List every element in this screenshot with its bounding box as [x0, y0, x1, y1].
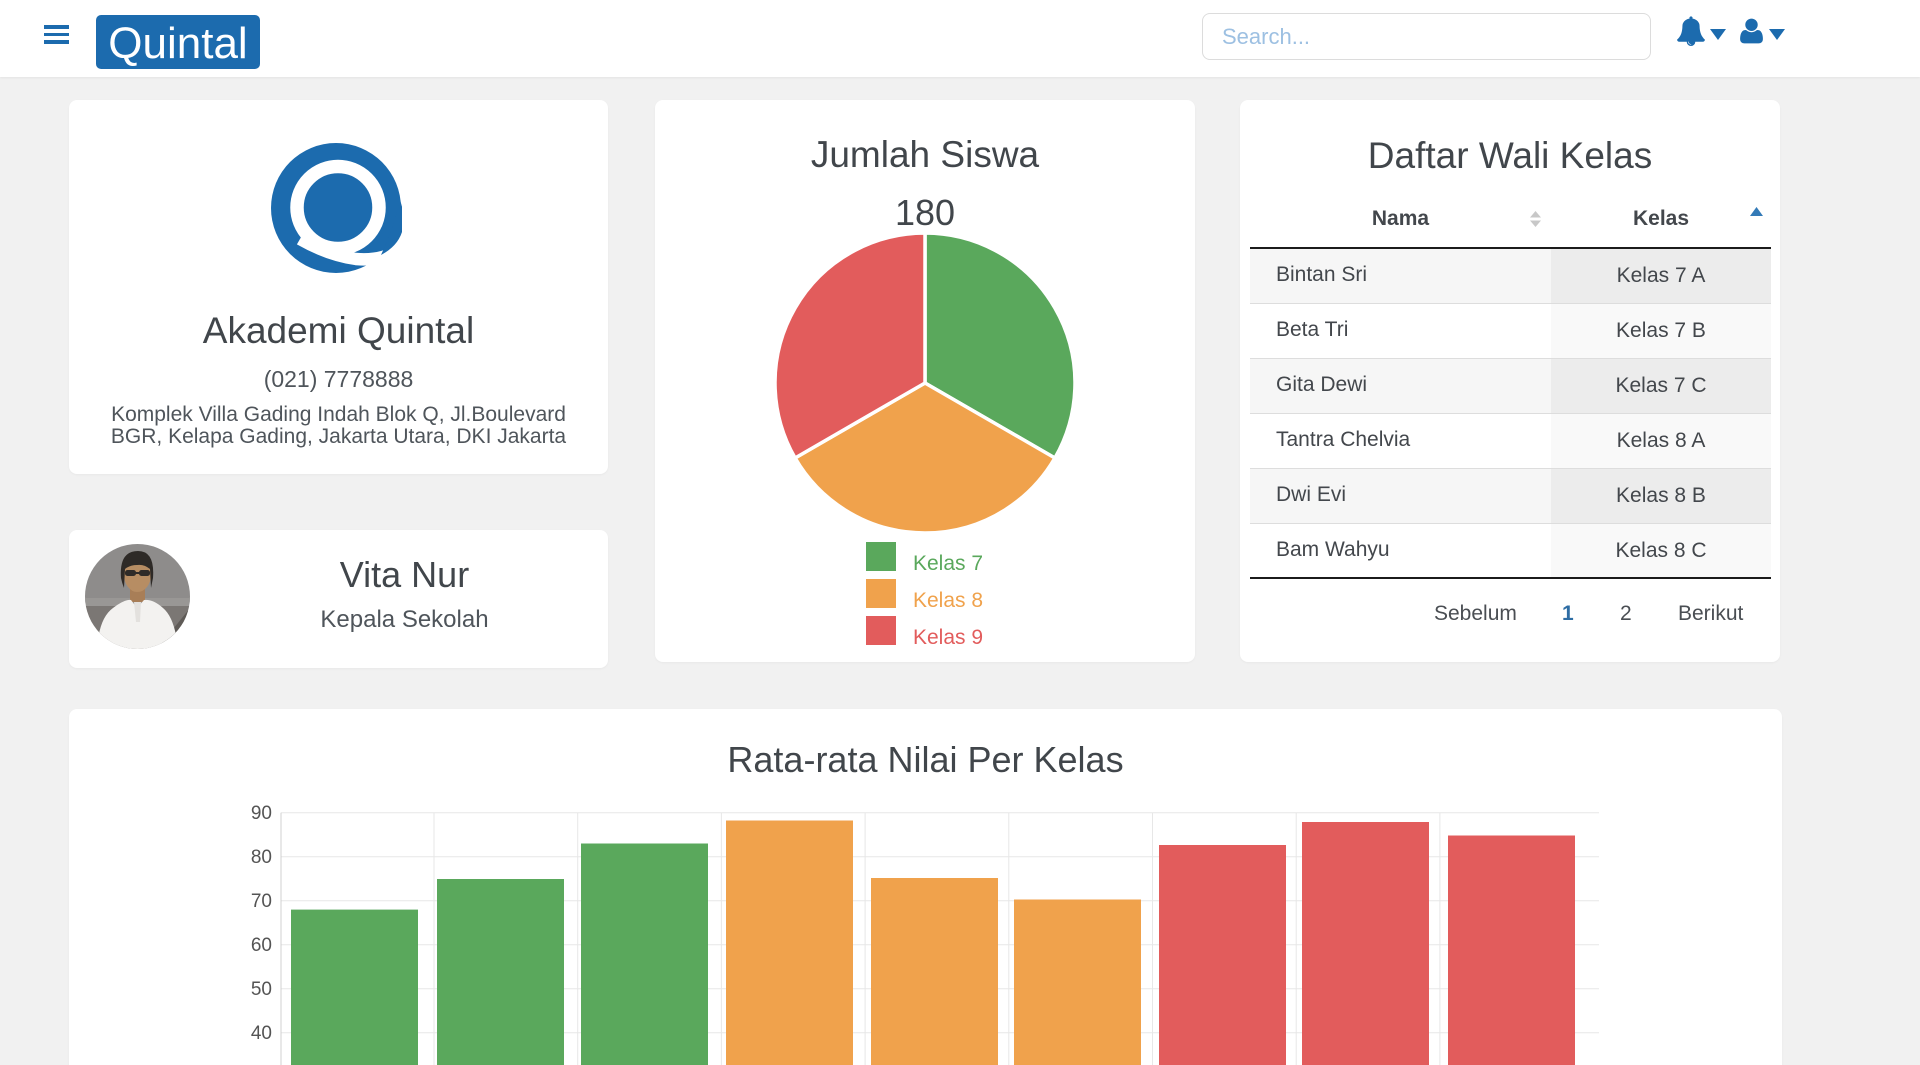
svg-text:40: 40: [251, 1023, 272, 1044]
svg-text:60: 60: [251, 935, 272, 956]
svg-text:70: 70: [251, 891, 272, 912]
svg-text:90: 90: [251, 803, 272, 824]
svg-text:80: 80: [251, 847, 272, 868]
svg-text:50: 50: [251, 979, 272, 1000]
